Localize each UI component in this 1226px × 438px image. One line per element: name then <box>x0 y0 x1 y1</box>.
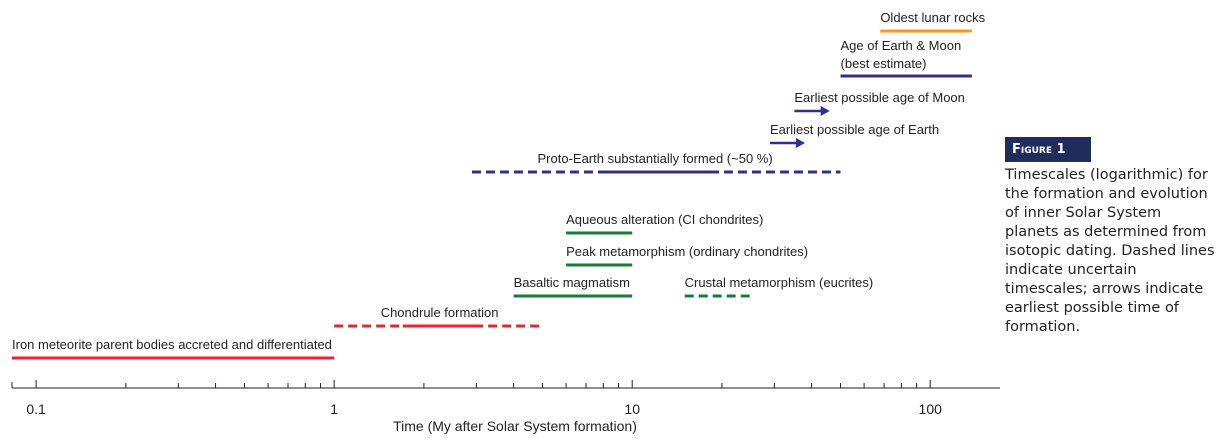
x-axis-label: Time (My after Solar System formation) <box>393 418 637 434</box>
x-tick-label: 10 <box>624 401 640 417</box>
arrow-head <box>820 106 830 116</box>
range-label: Peak metamorphism (ordinary chondrites) <box>566 244 808 259</box>
range-label: Crustal metamorphism (eucrites) <box>685 275 874 290</box>
range-label: Age of Earth & Moon <box>841 38 962 53</box>
figure-label: Figure 1 <box>1005 137 1091 162</box>
x-tick-label: 1 <box>330 401 338 417</box>
range-label: Iron meteorite parent bodies accreted an… <box>12 337 332 352</box>
range-label: Proto-Earth substantially formed (~50 %) <box>538 151 773 166</box>
x-tick-label: 0.1 <box>26 401 46 417</box>
range-note: (best estimate) <box>841 56 927 71</box>
x-tick-label: 100 <box>919 401 943 417</box>
caption: Timescales (logarithmic) for the formati… <box>1005 167 1215 335</box>
range-label: Earliest possible age of Earth <box>770 122 939 137</box>
range-label: Earliest possible age of Moon <box>794 90 965 105</box>
range-label: Basaltic magmatism <box>514 275 630 290</box>
range-label: Chondrule formation <box>381 305 499 320</box>
range-label: Oldest lunar rocks <box>880 10 985 25</box>
arrow-head <box>795 138 805 148</box>
range-label: Aqueous alteration (CI chondrites) <box>566 212 763 227</box>
chart: Time (My after Solar System formation) 0… <box>11 10 1000 434</box>
